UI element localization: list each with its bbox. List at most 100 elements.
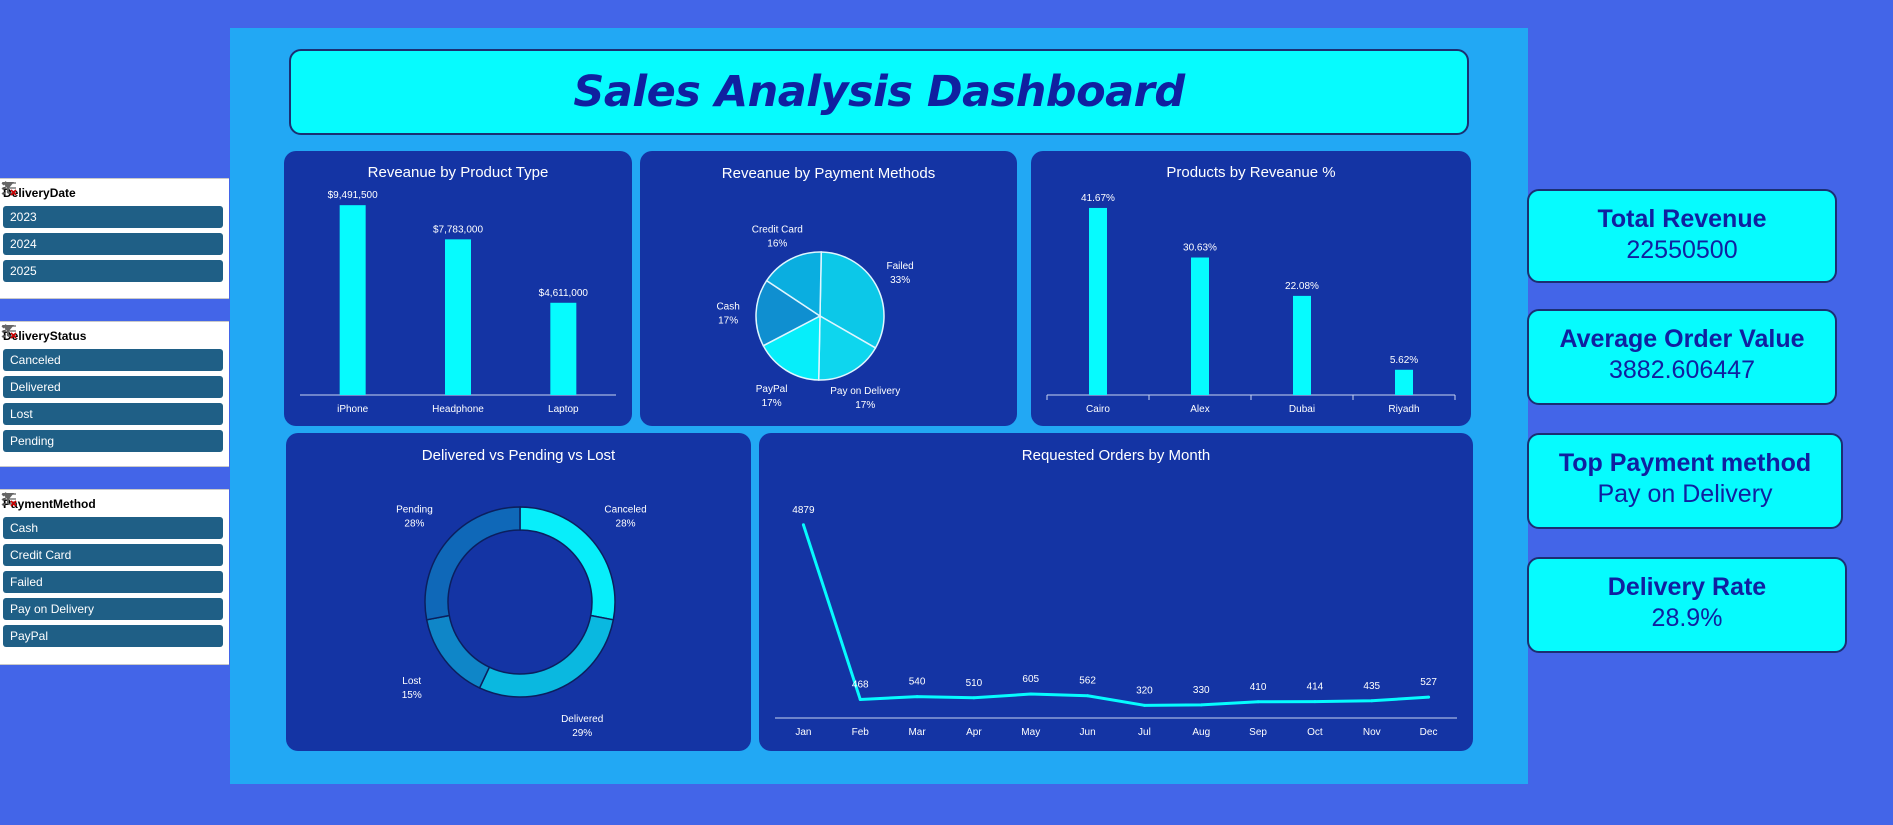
- kpi-value: Pay on Delivery: [1597, 480, 1773, 508]
- category-label: Alex: [1190, 404, 1209, 415]
- data-label: 320: [1136, 685, 1153, 696]
- category-label: Laptop: [548, 404, 579, 415]
- category-label: Feb: [852, 727, 870, 738]
- chart-title: Delivered vs Pending vs Lost: [421, 447, 616, 464]
- clear-filter-icon[interactable]: [2, 182, 226, 202]
- slicer-delivery-date: DeliveryDate 2023 2024 2025: [0, 178, 229, 299]
- chart-svg: 4879 Jan 468 Feb 540 Mar 510 Apr 605 May 562 Jun 320…: [775, 505, 1457, 738]
- kpi-total-revenue: Total Revenue 22550500: [1527, 189, 1837, 283]
- data-label: 527: [1420, 677, 1437, 688]
- data-label: 510: [966, 678, 983, 689]
- pie-slice: [424, 506, 521, 621]
- kpi-title: Top Payment method: [1558, 449, 1812, 477]
- data-point: [1029, 692, 1033, 696]
- data-label: 414: [1307, 682, 1324, 693]
- data-label: 410: [1250, 682, 1267, 693]
- slicer-header: PaymentMethod: [0, 490, 229, 517]
- category-label: Apr: [966, 727, 982, 738]
- data-label: 540: [909, 677, 926, 688]
- kpi-value: 22550500: [1626, 236, 1738, 264]
- series-line: [801, 524, 1429, 707]
- category-label: Jul: [1138, 727, 1151, 738]
- data-point: [915, 695, 919, 699]
- slicer-delivery-status: DeliveryStatus Canceled Delivered Lost P…: [0, 321, 229, 467]
- multi-select-icon[interactable]: [1, 492, 200, 513]
- slice-category-label: Delivered: [561, 714, 603, 725]
- category-label: Headphone: [432, 404, 484, 415]
- chart-title: Reveanue by Payment Methods: [721, 165, 936, 182]
- data-label: 605: [1022, 674, 1039, 685]
- multi-select-icon[interactable]: [1, 324, 200, 345]
- data-point: [1086, 694, 1090, 698]
- slicer-item-canceled[interactable]: Canceled: [3, 349, 223, 371]
- pie-slice: [817, 314, 877, 381]
- data-point: [858, 697, 862, 701]
- chart-title: Requested Orders by Month: [1021, 447, 1211, 464]
- slice-percent-label: 17%: [762, 398, 782, 409]
- pie-slice: [519, 506, 616, 621]
- kpi-delivery-rate: Delivery Rate 28.9%: [1527, 557, 1847, 653]
- chart-svg: 41.67% Cairo 30.63% Alex 22.08% Dubai 5.62% Riy…: [1046, 193, 1456, 415]
- slice-percent-label: 33%: [890, 275, 910, 286]
- slicer-item-failed[interactable]: Failed: [3, 571, 223, 593]
- bar: [1191, 257, 1209, 395]
- category-label: Aug: [1192, 727, 1210, 738]
- pie-slice: [425, 614, 491, 689]
- kpi-title: Total Revenue: [1597, 205, 1767, 233]
- data-label: $7,783,000: [433, 224, 483, 235]
- slicer-item-cash[interactable]: Cash: [3, 517, 223, 539]
- kpi-top-payment-method: Top Payment method Pay on Delivery: [1527, 433, 1843, 529]
- slice-percent-label: 28%: [404, 519, 424, 530]
- slicer-item-2025[interactable]: 2025: [3, 260, 223, 282]
- category-label: Riyadh: [1388, 404, 1419, 415]
- chart-revenue-by-product[interactable]: Reveanue by Product Type $9,491,500 iPhon…: [284, 151, 632, 426]
- slice-category-label: Lost: [402, 676, 421, 687]
- slicer-item-paypal[interactable]: PayPal: [3, 625, 223, 647]
- pie-slice: [765, 251, 823, 318]
- slicer-item-delivered[interactable]: Delivered: [3, 376, 223, 398]
- kpi-value: 3882.606447: [1609, 356, 1755, 384]
- clear-filter-icon[interactable]: [2, 325, 226, 345]
- multi-select-icon[interactable]: [1, 181, 200, 202]
- kpi-average-order-value: Average Order Value 3882.606447: [1527, 309, 1837, 405]
- data-label: 562: [1079, 676, 1096, 687]
- bar: [339, 205, 366, 395]
- slice-category-label: Credit Card: [752, 225, 803, 236]
- slicer-item-lost[interactable]: Lost: [3, 403, 223, 425]
- data-point: [1199, 703, 1203, 707]
- data-label: 22.08%: [1285, 281, 1319, 292]
- slicer-header: DeliveryDate: [0, 179, 229, 206]
- slicer-item-2023[interactable]: 2023: [3, 206, 223, 228]
- bar: [550, 302, 577, 395]
- category-label: Cairo: [1086, 404, 1110, 415]
- slice-percent-label: 28%: [616, 519, 636, 530]
- chart-orders-by-month[interactable]: Requested Orders by Month 4879 Jan 468 Feb 5…: [759, 433, 1473, 751]
- category-label: Jan: [795, 727, 811, 738]
- data-label: $9,491,500: [328, 190, 378, 201]
- slicer-item-credit-card[interactable]: Credit Card: [3, 544, 223, 566]
- category-label: Oct: [1307, 727, 1323, 738]
- data-point: [1256, 700, 1260, 704]
- slice-percent-label: 17%: [855, 400, 875, 411]
- pie-slice: [755, 279, 822, 347]
- chart-delivery-status[interactable]: Delivered vs Pending vs Lost Canceled 28%…: [286, 433, 751, 751]
- slice-percent-label: 16%: [767, 239, 787, 250]
- slice-percent-label: 15%: [402, 690, 422, 701]
- slicer-item-2024[interactable]: 2024: [3, 233, 223, 255]
- slicer-item-pending[interactable]: Pending: [3, 430, 223, 452]
- bar: [1395, 369, 1413, 395]
- category-label: Sep: [1249, 727, 1267, 738]
- chart-revenue-by-payment[interactable]: Reveanue by Payment Methods Failed 33% Pay…: [640, 151, 1017, 426]
- pie-slice: [762, 314, 821, 381]
- data-point: [1427, 695, 1431, 699]
- data-point: [1370, 699, 1374, 703]
- slice-percent-label: 17%: [718, 315, 738, 326]
- chart-title: Reveanue by Product Type: [367, 164, 549, 181]
- chart-products-revenue-pct[interactable]: Products by Reveanue % 41.67% Cairo 30.63%…: [1031, 151, 1471, 426]
- slicer-item-pay-on-delivery[interactable]: Pay on Delivery: [3, 598, 223, 620]
- slicer-payment-method: PaymentMethod Cash Credit Card Failed Pa…: [0, 489, 229, 665]
- clear-filter-icon[interactable]: [2, 493, 226, 513]
- data-label: 4879: [792, 505, 815, 516]
- data-label: 468: [852, 679, 869, 690]
- slice-category-label: Failed: [886, 261, 913, 272]
